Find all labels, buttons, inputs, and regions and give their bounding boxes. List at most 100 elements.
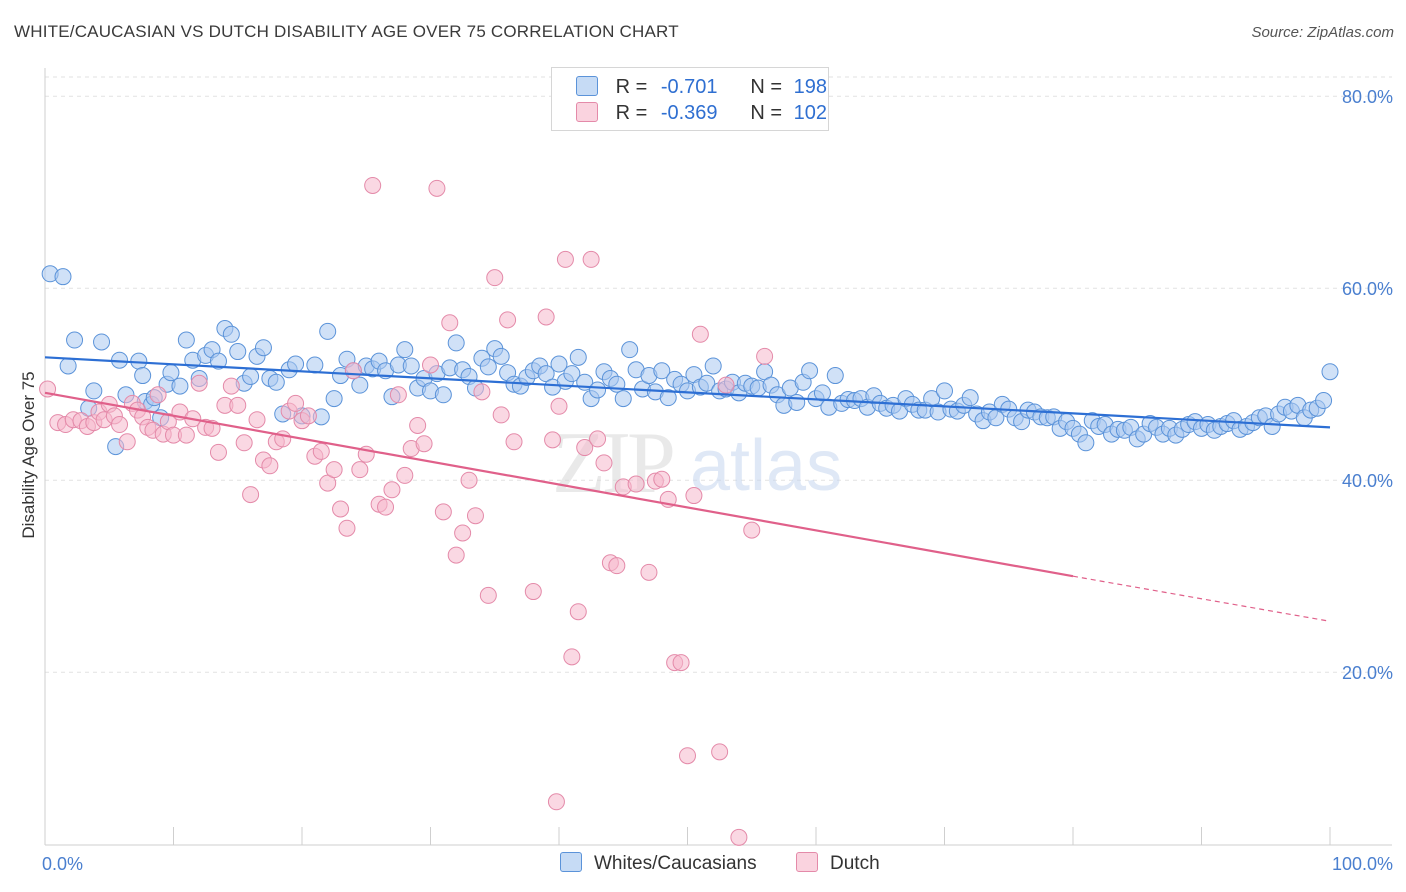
legend-r-label: R = — [615, 102, 648, 124]
trend-line — [44, 356, 1331, 429]
data-point — [242, 368, 260, 386]
data-point — [312, 442, 330, 460]
data-point — [434, 503, 452, 521]
data-point — [653, 362, 671, 380]
data-point — [473, 383, 491, 401]
data-point — [492, 406, 510, 424]
data-point — [711, 743, 729, 761]
data-point — [111, 416, 129, 434]
data-point — [434, 386, 452, 404]
data-point — [59, 357, 77, 375]
legend-r-value: -0.701 — [660, 76, 718, 98]
data-point — [556, 250, 574, 268]
data-point — [801, 362, 819, 380]
bottom-legend-label-whites: Whites/Caucasians — [594, 853, 757, 874]
data-point — [325, 390, 343, 408]
data-point — [229, 343, 247, 361]
x-tick-label: 100.0% — [1332, 854, 1393, 874]
data-point — [93, 333, 111, 351]
bottom-legend-label-dutch: Dutch — [830, 853, 880, 874]
data-point — [563, 365, 581, 383]
bottom-legend-whites: Whites/Caucasians — [560, 852, 757, 875]
data-point — [1315, 392, 1333, 410]
data-point — [640, 563, 658, 581]
data-point — [730, 828, 748, 846]
data-point — [672, 654, 690, 672]
data-point — [486, 269, 504, 287]
legend-row-dutch: R = -0.369 N = 102 — [576, 102, 827, 126]
legend-r-value: -0.369 — [660, 102, 718, 124]
legend-n-value: 198 — [793, 76, 827, 98]
data-point — [653, 470, 671, 488]
watermark-zip: ZIP — [552, 415, 673, 512]
data-point — [415, 435, 433, 453]
y-tick-label: 40.0% — [1342, 471, 1393, 491]
data-point — [704, 357, 722, 375]
legend-n-label: N = — [750, 76, 783, 98]
data-point — [595, 454, 613, 472]
data-point — [134, 367, 152, 385]
trend-line-extension — [1072, 575, 1331, 622]
data-point — [235, 434, 253, 452]
data-point — [351, 376, 369, 394]
data-point — [582, 250, 600, 268]
data-point — [544, 431, 562, 449]
data-point — [537, 308, 555, 326]
data-point — [621, 341, 639, 359]
data-point — [447, 334, 465, 352]
data-point — [813, 384, 831, 402]
bottom-legend-swatch-whites — [560, 852, 582, 872]
data-point — [299, 407, 317, 425]
data-point — [222, 377, 240, 395]
data-point — [248, 411, 266, 429]
data-point — [287, 394, 305, 412]
data-point — [466, 507, 484, 525]
y-axis-label: Disability Age Over 75 — [19, 371, 38, 538]
data-point — [222, 325, 240, 343]
data-point — [209, 352, 227, 370]
data-point — [54, 268, 72, 286]
data-point — [319, 322, 337, 340]
data-point — [698, 374, 716, 392]
data-point — [589, 430, 607, 448]
data-point — [177, 331, 195, 349]
data-point — [118, 433, 136, 451]
data-point — [589, 381, 607, 399]
data-point — [306, 356, 324, 374]
data-point — [332, 500, 350, 518]
x-tick-label: 0.0% — [42, 854, 83, 874]
data-point — [441, 314, 459, 332]
legend-n-value: 102 — [793, 102, 827, 124]
data-point — [691, 325, 709, 343]
data-point — [505, 433, 523, 451]
data-point — [499, 311, 517, 329]
data-point — [209, 443, 227, 461]
data-point — [479, 586, 497, 604]
data-point — [550, 355, 568, 373]
data-point — [563, 648, 581, 666]
data-point — [171, 377, 189, 395]
data-point — [396, 341, 414, 359]
data-point — [396, 466, 414, 484]
data-point — [364, 176, 382, 194]
data-point — [389, 386, 407, 404]
legend-swatch-dutch — [576, 102, 598, 122]
data-point — [524, 583, 542, 601]
data-point — [190, 374, 208, 392]
data-point — [826, 367, 844, 385]
data-point — [479, 358, 497, 376]
y-tick-label: 20.0% — [1342, 663, 1393, 683]
data-point — [267, 373, 285, 391]
data-point — [325, 461, 343, 479]
data-point — [614, 390, 632, 408]
legend-swatch-whites — [576, 76, 598, 96]
chart-title: WHITE/CAUCASIAN VS DUTCH DISABILITY AGE … — [14, 22, 679, 41]
data-point — [351, 461, 369, 479]
data-point — [659, 389, 677, 407]
data-point — [242, 486, 260, 504]
data-point — [402, 357, 420, 375]
data-point — [756, 347, 774, 365]
data-point — [685, 487, 703, 505]
data-point — [229, 396, 247, 414]
